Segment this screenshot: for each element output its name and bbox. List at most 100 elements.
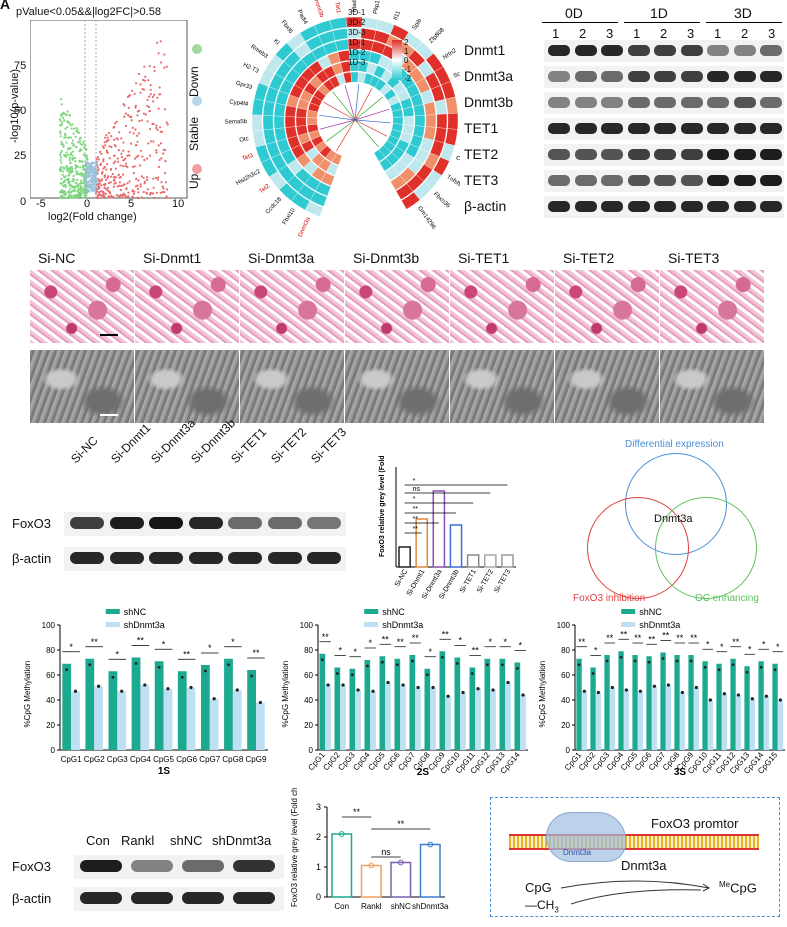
trap-stain-image [660,270,764,343]
volcano-point [100,172,104,175]
venn-circle-green [655,497,757,599]
blot-band [109,552,144,564]
legend-swatch-shDnmt3a [621,622,636,627]
heat-gene-label: Padi4 [296,9,309,26]
bar-shDnmt3a [385,682,391,750]
data-dot [619,655,623,659]
legend-label: shDnmt3a [124,620,165,630]
volcano-point [109,168,113,171]
protein-label: Dnmt3b [464,94,514,110]
volcano-point [86,168,89,171]
blot-strip [544,196,784,218]
volcano-point [157,107,160,110]
volcano-point [126,165,129,169]
sig-label: * [488,637,492,647]
volcano-point [142,88,146,91]
blot-band [548,123,570,134]
blot-band [680,45,703,56]
bar-shDnmt3a [209,698,219,750]
volcano-point [146,104,149,107]
heat-row-5: 1D-3 [348,58,366,67]
blot-band [680,175,703,186]
data-dot [703,665,707,669]
volcano-point [146,188,149,191]
y-tick-label: 100 [557,621,571,630]
volcano-point [62,191,65,194]
x-tick-label: Si-TET1 [459,568,478,594]
volcano-point [59,156,63,159]
volcano-point [162,152,165,155]
volcano-point [138,72,141,76]
y-tick-label: 60 [304,671,313,680]
bar-shNC [319,653,326,750]
blot-band [267,517,302,529]
blot-band [574,71,597,82]
y-axis-label: FoxO3 relative grey level (Fold change) [290,787,299,907]
blot-band [733,97,756,108]
heat-gene-label: Dnmt3a [298,216,312,238]
x-tick-label: CpG1 [61,755,82,764]
sig-label: ** [413,506,419,513]
volcano-point [67,167,70,170]
volcano-point [143,158,146,162]
data-dot [476,687,480,691]
data-dot [745,670,749,674]
y-tick-label: 20 [561,721,570,730]
bar-shDnmt3a [186,687,196,750]
y-tick-label: 60 [46,671,55,680]
volcano-point [122,159,125,162]
volcano-point [78,149,81,152]
volcano-point [139,83,142,86]
volcano-point [82,188,85,191]
volcano-point [131,195,134,198]
heat-gene-label: Rmeb3 [249,44,269,60]
data-dot [401,683,405,687]
volcano-point [127,154,131,157]
x-tick-label: CpG9 [246,755,267,764]
volcano-point [155,124,158,127]
y-tick-label: 3 [316,802,321,812]
blot-band [707,71,729,82]
legend-swatch-shNC [105,609,120,614]
bar-shDnmt3a [460,692,466,750]
heatmap-cell [251,98,265,116]
group-line-1D [624,22,700,23]
blot-band [601,97,623,108]
volcano-point [130,142,133,145]
volcano-point [122,141,125,144]
x-tick-label: CpG7 [199,755,220,764]
volcano-point [85,148,88,151]
volcano-point [63,176,66,179]
volcano-point [120,184,123,188]
blot-band [680,149,703,160]
data-dot [666,683,670,687]
volcano-point [100,152,103,155]
blot-band [654,123,676,134]
heatmap-cell [401,191,421,210]
bar [483,554,497,568]
x-tick-label: CpG8 [222,755,243,764]
dendrogram-branch [354,96,383,121]
bar-shDnmt3a [140,685,150,750]
data-dot [397,859,404,866]
trap-stain-image [450,270,554,343]
dendrogram-branch [354,119,388,137]
legend-swatch-shDnmt3a [105,622,120,627]
volcano-point [103,141,106,144]
data-dot [605,659,609,663]
volcano-xtick-3: 10 [172,198,185,210]
blot-band [601,71,623,82]
sig-label: * [69,642,73,652]
bar-shNC [730,658,736,750]
x-tick-label: shNC [391,902,411,911]
volcano-point [146,120,149,123]
volcano-point [132,192,136,195]
blot-band [654,71,676,82]
methyl-text: —CH [525,898,555,912]
volcano-point [166,188,169,191]
promoter-label: FoxO3 promtor [651,816,739,831]
blot-band [680,71,703,82]
x-tick-label: Con [334,902,349,911]
volcano-point [96,196,99,199]
blot-band [228,552,262,564]
